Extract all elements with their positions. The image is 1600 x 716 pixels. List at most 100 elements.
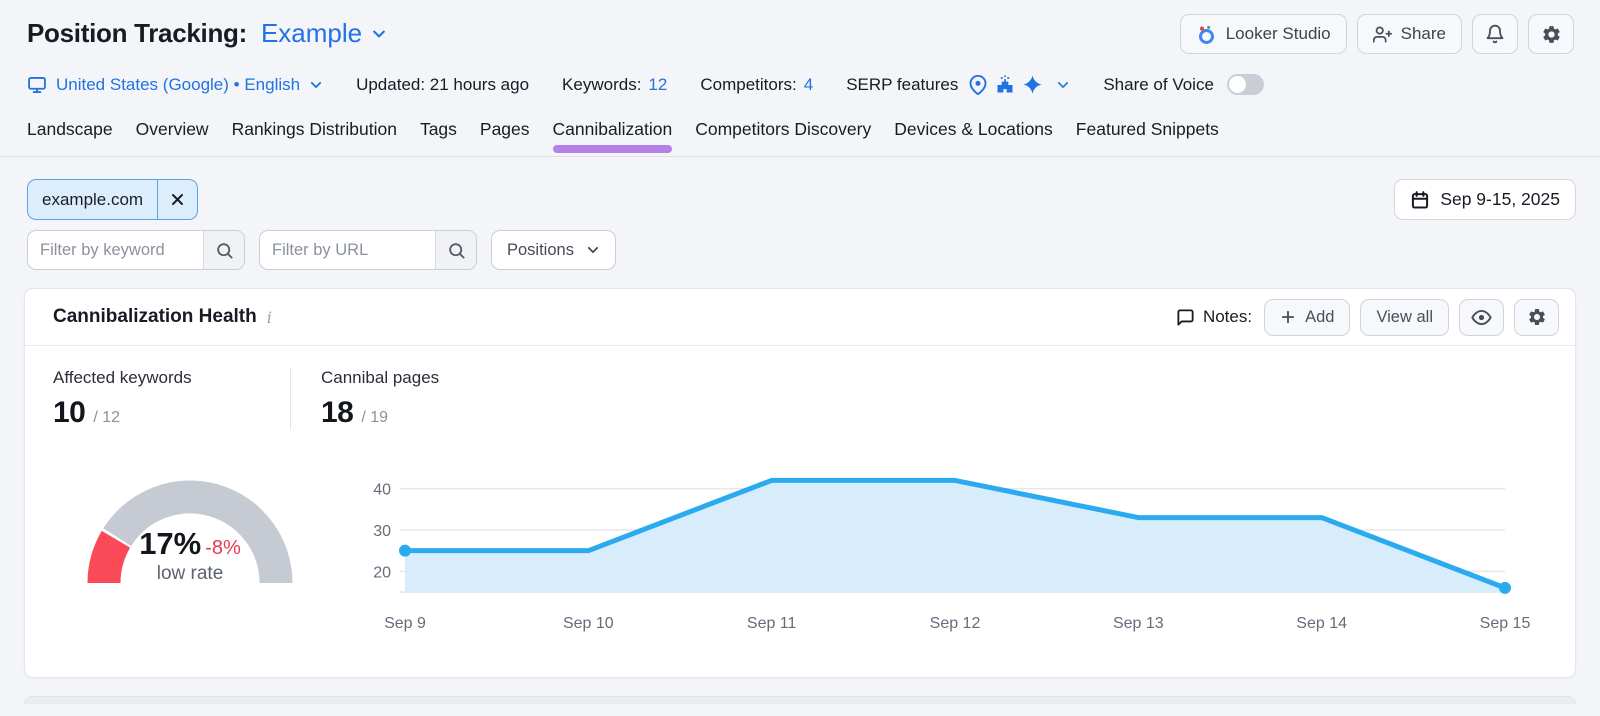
chevron-down-icon (586, 243, 600, 257)
looker-studio-button[interactable]: Looker Studio (1179, 14, 1347, 54)
keyword-search-button[interactable] (203, 231, 244, 269)
location-selector[interactable]: United States (Google) • English (27, 75, 323, 95)
next-card-edge (24, 696, 1576, 704)
view-all-notes-button[interactable]: View all (1360, 298, 1449, 336)
domain-filter-chip: example.com (27, 179, 199, 220)
date-range-label: Sep 9-15, 2025 (1440, 189, 1560, 209)
hotel-building-icon (995, 74, 1015, 95)
plus-icon (1280, 309, 1296, 325)
info-icon[interactable]: i (266, 307, 272, 327)
share-of-voice-label: Share of Voice (1103, 74, 1214, 94)
view-all-label: View all (1376, 307, 1433, 326)
location-label: United States (Google) • English (56, 74, 301, 94)
cannibalization-gauge-chart: 17% -8% low rate (25, 452, 355, 590)
keywords-count-link[interactable]: 12 (648, 74, 668, 94)
chevron-down-icon (371, 26, 387, 42)
add-note-label: Add (1305, 307, 1335, 326)
tab-featured-snippets[interactable]: Featured Snippets (1075, 119, 1219, 139)
stat-cannibal-pages: Cannibal pages 18 / 19 (290, 368, 469, 430)
project-selector[interactable]: Example (261, 18, 387, 49)
svg-text:Sep 10: Sep 10 (563, 615, 614, 632)
project-name: Example (260, 18, 363, 48)
stat-affected-keywords: Affected keywords 10 / 12 (53, 368, 290, 430)
settings-button[interactable] (1528, 14, 1574, 54)
url-search-button[interactable] (435, 231, 476, 269)
stat-total: / 19 (361, 409, 389, 426)
calendar-icon (1410, 190, 1430, 210)
svg-text:Sep 12: Sep 12 (930, 615, 981, 632)
chip-close-button[interactable] (157, 180, 197, 219)
tab-landscape[interactable]: Landscape (27, 119, 113, 139)
top-bar: Position Tracking: Example Looker Studio (0, 0, 1600, 157)
serp-features-label: SERP features (846, 74, 959, 94)
bell-icon (1485, 24, 1505, 44)
domain-chip-label: example.com (42, 189, 144, 209)
card-title: Cannibalization Health (53, 306, 257, 327)
visibility-button[interactable] (1459, 298, 1504, 336)
share-of-voice-toggle[interactable] (1226, 74, 1264, 95)
cannibalization-trend-chart: 20 30 40 Sep 9 Sep 10 Sep 11 Sep 12 Sep 13 Sep 1… (355, 452, 1575, 636)
gauge-svg-container (75, 468, 355, 590)
sparkle-diamond-icon (1022, 74, 1043, 95)
note-bubble-icon (1176, 308, 1195, 327)
stat-label: Cannibal pages (321, 368, 440, 387)
monitor-icon (27, 75, 47, 95)
tab-cannibalization[interactable]: Cannibalization (552, 117, 672, 156)
notes-label: Notes: (1176, 307, 1252, 327)
search-icon (447, 241, 466, 260)
filters-section: example.com Sep 9-15, 2025 (0, 157, 1600, 270)
tab-overview[interactable]: Overview (135, 119, 209, 139)
date-range-button[interactable]: Sep 9-15, 2025 (1394, 179, 1576, 220)
notifications-button[interactable] (1472, 14, 1518, 54)
looker-studio-icon (1196, 24, 1217, 45)
keyword-filter (27, 230, 245, 270)
svg-text:30: 30 (373, 523, 391, 540)
map-pin-icon (968, 74, 988, 95)
url-filter-input[interactable] (260, 231, 435, 269)
keyword-filter-input[interactable] (28, 231, 203, 269)
gear-icon (1527, 307, 1547, 327)
user-plus-icon (1372, 25, 1392, 44)
positions-dropdown[interactable]: Positions (491, 230, 616, 270)
url-filter (259, 230, 477, 270)
add-note-button[interactable]: Add (1264, 298, 1351, 336)
chevron-down-icon (309, 78, 323, 92)
share-button[interactable]: Share (1356, 14, 1462, 54)
search-icon (215, 241, 234, 260)
tab-devices-locations[interactable]: Devices & Locations (894, 119, 1053, 139)
widget-settings-button[interactable] (1514, 298, 1559, 336)
stat-value: 18 (321, 396, 354, 429)
svg-text:Sep 14: Sep 14 (1296, 615, 1347, 632)
positions-dropdown-label: Positions (507, 240, 574, 259)
svg-text:Sep 11: Sep 11 (747, 615, 797, 632)
stat-label: Affected keywords (53, 368, 192, 387)
stats-row: Affected keywords 10 / 12 Cannibal pages… (25, 346, 1575, 430)
competitors-info: Competitors: 4 (700, 74, 814, 94)
competitors-count-link[interactable]: 4 (803, 74, 814, 94)
svg-text:20: 20 (373, 564, 391, 581)
gear-icon (1541, 24, 1562, 45)
serp-features[interactable]: SERP features (846, 74, 1070, 95)
tab-pages[interactable]: Pages (479, 119, 530, 139)
eye-icon (1471, 307, 1492, 328)
stat-total: / 12 (93, 409, 121, 426)
svg-text:Sep 13: Sep 13 (1113, 615, 1164, 632)
project-meta-row: United States (Google) • English Updated… (27, 74, 1574, 95)
tab-tags[interactable]: Tags (419, 119, 457, 139)
cannibalization-health-card: Cannibalization Health i Notes: Add View… (24, 288, 1576, 678)
keywords-info: Keywords: 12 (562, 74, 668, 94)
tab-bar: Landscape Overview Rankings Distribution… (0, 117, 1600, 157)
toggle-knob (1228, 76, 1246, 93)
updated-info: Updated: 21 hours ago (356, 74, 530, 94)
stat-value: 10 (53, 396, 86, 429)
svg-text:Sep 15: Sep 15 (1480, 615, 1531, 632)
page-title: Position Tracking: (27, 18, 247, 48)
share-of-voice: Share of Voice (1103, 74, 1264, 95)
tab-competitors-discovery[interactable]: Competitors Discovery (695, 119, 872, 139)
chevron-down-icon (1056, 78, 1070, 92)
looker-studio-label: Looker Studio (1225, 24, 1331, 43)
tab-rankings-distribution[interactable]: Rankings Distribution (231, 119, 397, 139)
svg-text:40: 40 (373, 482, 391, 499)
share-label: Share (1400, 24, 1446, 43)
svg-text:Sep 9: Sep 9 (384, 615, 426, 632)
